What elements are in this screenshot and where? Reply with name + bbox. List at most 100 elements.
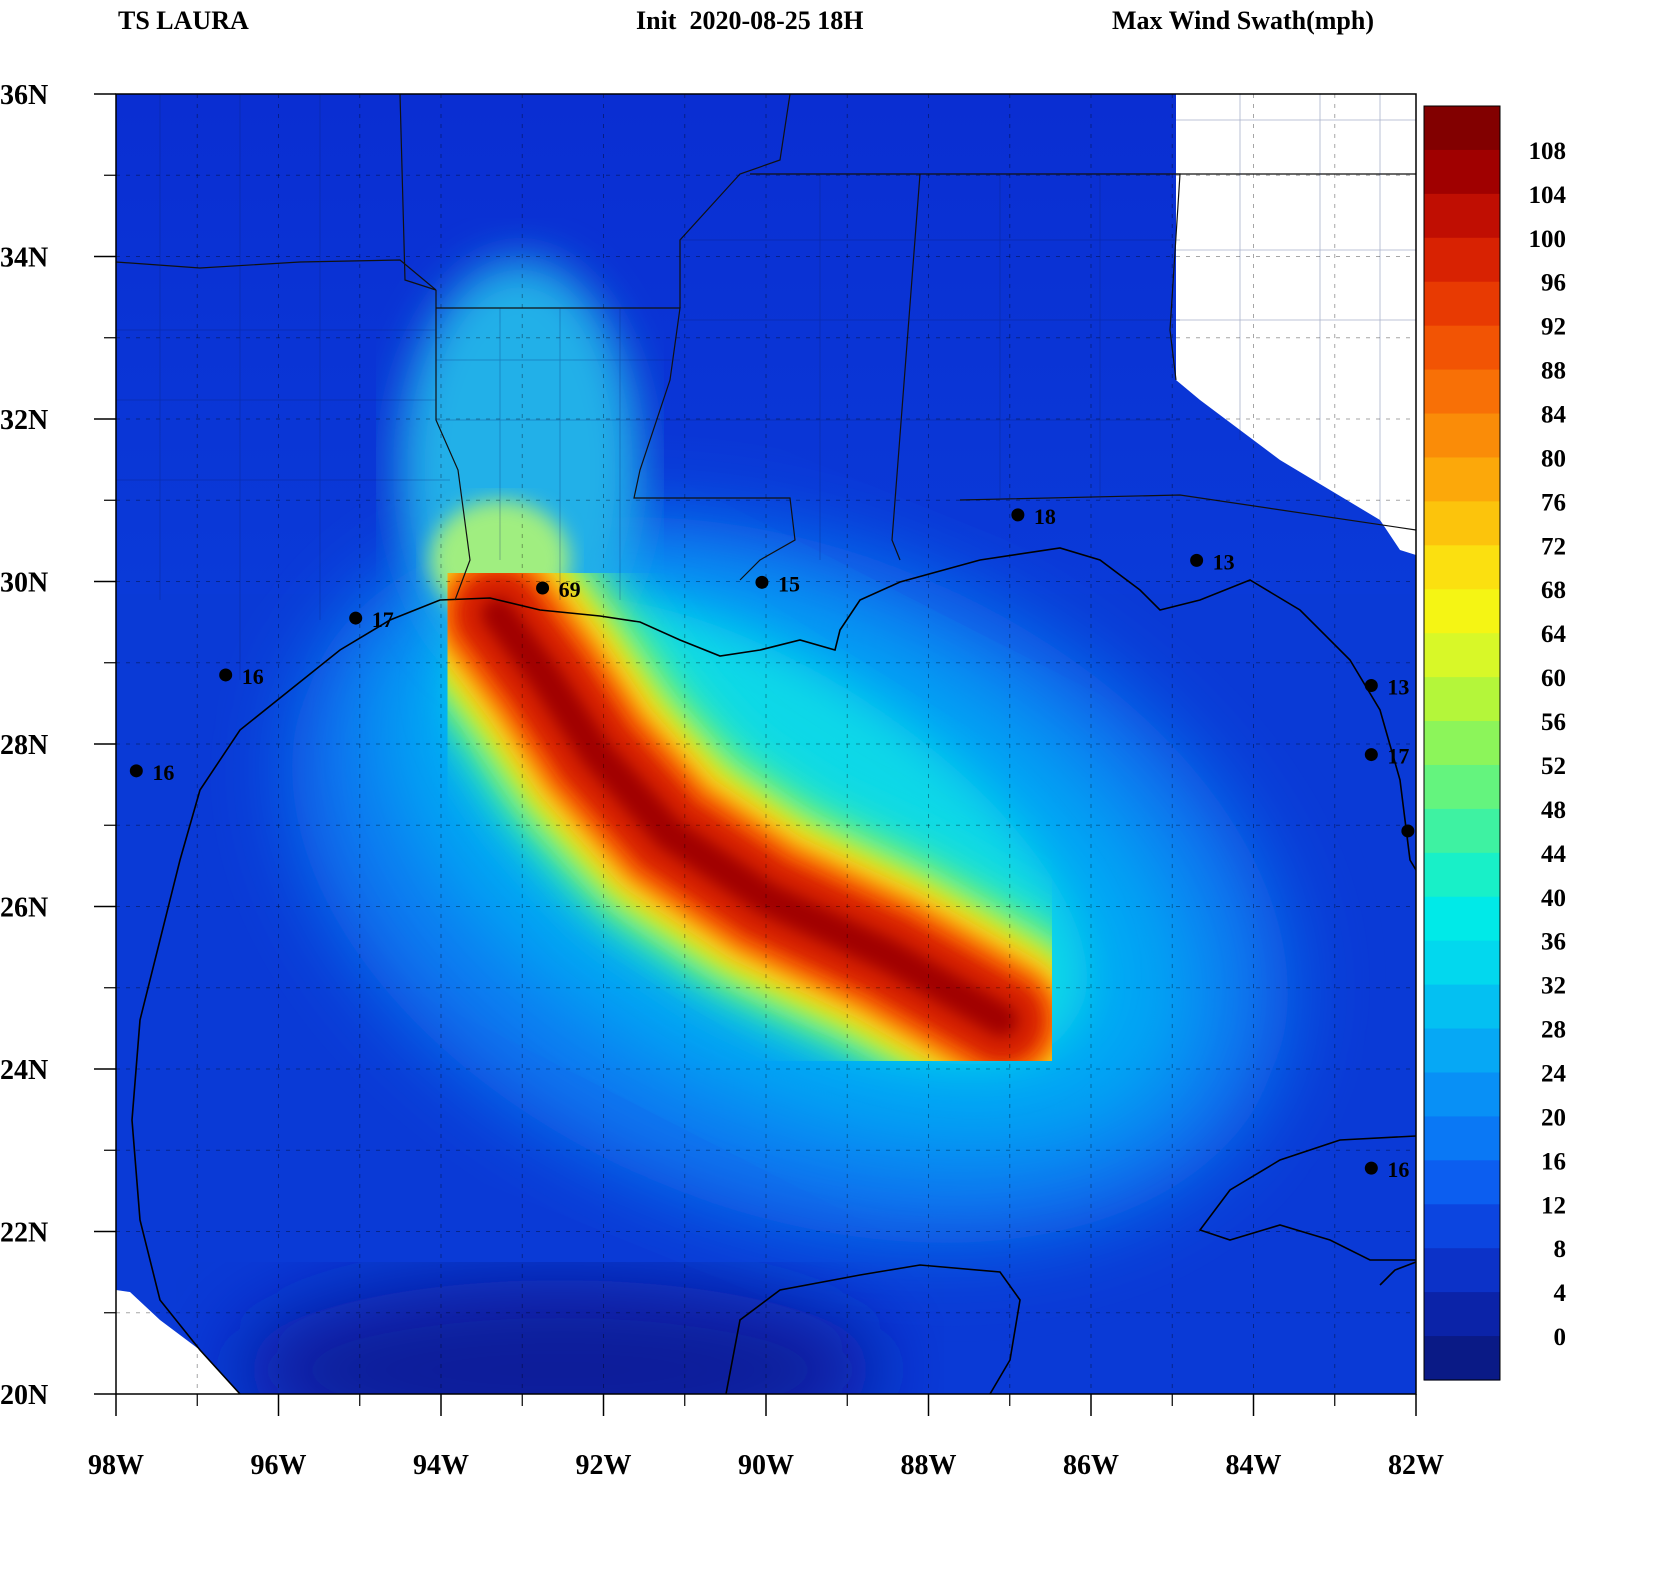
x-tick-label: 94W — [413, 1450, 469, 1481]
y-tick-label: 22N — [0, 1218, 48, 1249]
colorbar-swatch — [1424, 501, 1500, 546]
station-dot — [1011, 508, 1025, 522]
colorbar-label: 40 — [1541, 885, 1566, 912]
colorbar-label: 20 — [1541, 1104, 1566, 1131]
x-tick-label: 90W — [738, 1450, 794, 1481]
colorbar-frame — [1423, 105, 1501, 1381]
colorbar-label: 0 — [1554, 1324, 1567, 1351]
station-value: 13 — [1213, 549, 1235, 574]
colorbar-label: 76 — [1541, 489, 1566, 516]
colorbar-swatch — [1424, 764, 1500, 810]
colorbar-swatch — [1424, 1072, 1500, 1118]
colorbar-swatch — [1424, 1248, 1500, 1293]
station-dot — [1364, 679, 1378, 692]
no-data-sw — [116, 1290, 240, 1394]
colorbar-swatch — [1424, 852, 1500, 898]
colorbar-swatch — [1424, 940, 1500, 986]
colorbar-swatch — [1424, 106, 1500, 151]
colorbar-label: 72 — [1541, 533, 1566, 560]
colorbar-label: 48 — [1541, 797, 1566, 824]
colorbar-swatch — [1424, 281, 1500, 327]
colorbar-swatch — [1424, 1160, 1500, 1205]
product-title: Max Wind Swath(mph) — [1112, 6, 1374, 35]
y-tick-label: 30N — [0, 568, 48, 599]
station-value: 17 — [1387, 744, 1409, 769]
colorbar-swatch — [1424, 1292, 1500, 1337]
colorbar-label: 16 — [1541, 1148, 1566, 1175]
colorbar-swatch — [1424, 237, 1500, 283]
y-tick-label: 32N — [0, 405, 48, 436]
station-dot — [1364, 748, 1378, 762]
colorbar-label: 44 — [1541, 841, 1567, 868]
colorbar-label: 60 — [1541, 665, 1566, 692]
state-borders — [116, 94, 1416, 601]
swath-field — [116, 94, 1416, 1394]
station-dot — [219, 668, 233, 682]
station-value: 15 — [778, 571, 800, 596]
station-dot — [1190, 553, 1204, 567]
colorbar-label: 56 — [1541, 709, 1566, 736]
county-lines — [116, 94, 1416, 680]
station-dot — [1364, 1161, 1378, 1175]
colorbar-swatch — [1424, 545, 1500, 590]
x-tick-label: 88W — [901, 1450, 957, 1481]
y-tick-label: 20N — [0, 1380, 48, 1411]
colorbar-swatch — [1424, 1028, 1500, 1074]
coastlines — [131, 547, 1416, 1394]
colorbar-swatch — [1424, 325, 1500, 371]
colorbar: 1081041009692888480767268646056524844403… — [1423, 105, 1567, 1381]
x-tick-label: 86W — [1063, 1450, 1119, 1481]
colorbar-swatch — [1424, 589, 1500, 634]
y-tick-label: 34N — [0, 243, 48, 274]
x-tick-label: 98W — [88, 1450, 144, 1481]
station-dot — [536, 581, 550, 595]
y-tick-label: 24N — [0, 1055, 48, 1086]
colorbar-swatch — [1424, 369, 1500, 415]
x-tick-label: 84W — [1226, 1450, 1282, 1481]
colorbar-swatch — [1424, 677, 1500, 722]
colorbar-label: 84 — [1541, 402, 1567, 429]
colorbar-swatch — [1424, 193, 1500, 239]
colorbar-swatch — [1424, 633, 1500, 678]
colorbar-label: 68 — [1541, 577, 1566, 604]
station-value: 17 — [372, 607, 394, 632]
colorbar-swatch — [1424, 1336, 1500, 1381]
x-tick-label: 92W — [576, 1450, 632, 1481]
low-wind-pool — [240, 1280, 880, 1394]
colorbar-label: 52 — [1541, 753, 1566, 780]
colorbar-swatch — [1424, 149, 1500, 195]
colorbar-label: 92 — [1541, 314, 1566, 341]
no-data-ne — [1176, 94, 1416, 555]
colorbar-label: 64 — [1541, 621, 1567, 648]
station-dot — [755, 575, 769, 589]
colorbar-label: 12 — [1541, 1192, 1566, 1219]
colorbar-swatch — [1424, 808, 1500, 854]
colorbar-label: 36 — [1541, 929, 1566, 956]
colorbar-swatch — [1424, 1204, 1500, 1249]
colorbar-label: 28 — [1541, 1017, 1566, 1044]
init-time: Init 2020-08-25 18H — [636, 6, 864, 35]
colorbar-label: 96 — [1541, 270, 1566, 297]
y-tick-label: 28N — [0, 730, 48, 761]
swath-band-5 — [480, 597, 1019, 1038]
station-markers: 69 15 18 13 17 16 16 13 17 16 — [129, 504, 1415, 1182]
x-tick-label: 96W — [251, 1450, 307, 1481]
colorbar-label: 24 — [1541, 1060, 1567, 1087]
axes: 98W 96W 94W 92W 90W 88W 86W 84W 82W 36N 34N 32N 30N 2… — [0, 80, 1444, 1481]
colorbar-label: 104 — [1529, 182, 1567, 209]
station-dot — [1401, 824, 1415, 838]
y-tick-label: 26N — [0, 893, 48, 924]
station-value: 16 — [242, 664, 264, 689]
station-value: 18 — [1034, 504, 1056, 529]
station-value: 16 — [1387, 1157, 1409, 1182]
colorbar-swatch — [1424, 896, 1500, 942]
station-value: 16 — [152, 760, 174, 785]
colorbar-swatch — [1424, 984, 1500, 1030]
station-value: 69 — [559, 577, 581, 602]
colorbar-swatch — [1424, 721, 1500, 766]
colorbar-swatch — [1424, 457, 1500, 502]
x-tick-label: 82W — [1388, 1450, 1444, 1481]
colorbar-label: 108 — [1529, 138, 1567, 165]
y-tick-label: 36N — [0, 80, 48, 111]
